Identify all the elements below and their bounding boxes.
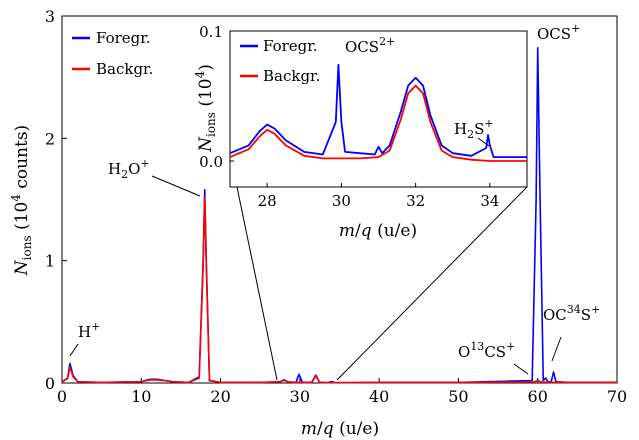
peak-label-ocs: OCS+ bbox=[537, 22, 580, 43]
main-series bbox=[61, 47, 617, 384]
inset-legend: Foregr. Backgr. bbox=[240, 37, 320, 85]
peak-label-h2s: H2S+ bbox=[454, 117, 494, 141]
peak-label-oc34s: OC34S+ bbox=[543, 303, 600, 324]
main-y-tick-label: 1 bbox=[45, 252, 55, 271]
peak-pointer-oc34s bbox=[551, 336, 562, 362]
peak-pointer-h bbox=[69, 343, 79, 357]
peak-pointer-o13cs bbox=[513, 363, 529, 375]
inset-series-foregr bbox=[229, 63, 527, 159]
main-legend-foregr-label: Foregr. bbox=[96, 29, 151, 47]
inset-legend-foregr-label: Foregr. bbox=[263, 37, 318, 55]
inset-series-backgr bbox=[229, 84, 527, 162]
main-x-tick-label: 60 bbox=[528, 387, 548, 406]
main-x-tick-label: 10 bbox=[131, 387, 151, 406]
inset-annotations: OCS2+ H2S+ bbox=[345, 35, 494, 147]
main-series-backgr bbox=[61, 196, 617, 384]
main-legend: Foregr. Backgr. bbox=[72, 29, 153, 78]
peak-label-h2o: H2O+ bbox=[108, 157, 150, 181]
inset-y-axis-label: Nions (104) bbox=[193, 64, 218, 153]
main-x-tick-label: 40 bbox=[369, 387, 389, 406]
inset-x-axis-label: m/q (u/e) bbox=[339, 221, 417, 241]
peak-pointer-h2s bbox=[477, 137, 490, 147]
peak-label-ocs2: OCS2+ bbox=[345, 35, 395, 56]
main-legend-backgr-label: Backgr. bbox=[96, 60, 153, 78]
main-x-tick-label: 30 bbox=[290, 387, 310, 406]
main-y-tick-label: 2 bbox=[45, 129, 55, 148]
main-y-axis-label: Nions (104 counts) bbox=[9, 125, 34, 276]
inset-ticks: 28 30 32 34 0.0 0.1 bbox=[199, 23, 499, 210]
peak-label-o13cs: O13CS+ bbox=[458, 340, 515, 361]
inset-legend-backgr-label: Backgr. bbox=[263, 67, 320, 85]
main-x-axis-label: m/q (u/e) bbox=[301, 419, 379, 439]
main-x-tick-label: 20 bbox=[210, 387, 230, 406]
main-x-tick-label: 50 bbox=[448, 387, 468, 406]
zoom-connector-left bbox=[236, 186, 278, 381]
inset-x-tick-label: 30 bbox=[332, 192, 351, 210]
inset-series bbox=[229, 63, 527, 162]
peak-label-h: H+ bbox=[78, 320, 100, 341]
inset-y-tick-label: 0.0 bbox=[199, 153, 223, 171]
main-annotations: H+ H2O+ OCS+ O13CS+ OC34S+ bbox=[69, 22, 600, 375]
main-x-tick-label: 0 bbox=[57, 387, 67, 406]
zoom-connector-right bbox=[336, 186, 528, 381]
inset-y-tick-label: 0.1 bbox=[199, 23, 223, 41]
inset-x-tick-label: 32 bbox=[406, 192, 425, 210]
main-x-tick-label: 70 bbox=[607, 387, 627, 406]
main-y-tick-label: 3 bbox=[45, 7, 55, 26]
main-y-tick-label: 0 bbox=[45, 374, 55, 393]
peak-pointer-h2o bbox=[151, 175, 201, 197]
main-ticks: 0 10 20 30 40 50 60 70 0 1 2 3 bbox=[45, 7, 627, 406]
inset-x-tick-label: 34 bbox=[480, 192, 499, 210]
inset-x-tick-label: 28 bbox=[258, 192, 277, 210]
